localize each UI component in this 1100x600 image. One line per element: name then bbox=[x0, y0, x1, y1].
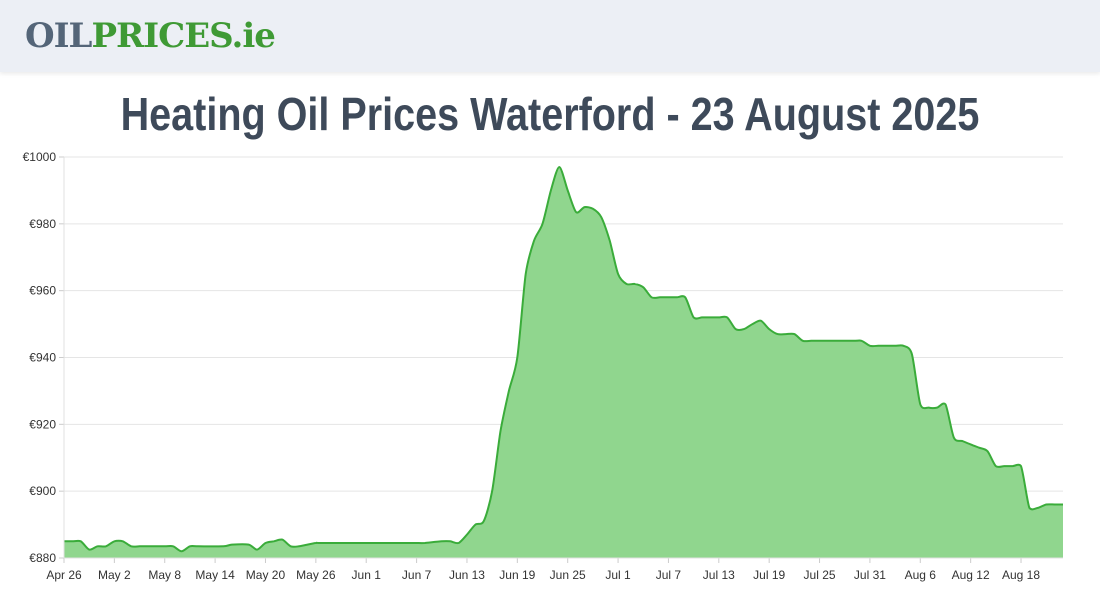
x-tick-label: Jun 25 bbox=[550, 568, 586, 582]
x-tick-label: Jul 7 bbox=[656, 568, 682, 582]
x-tick-label: Jul 25 bbox=[804, 568, 836, 582]
x-tick-label: Jul 19 bbox=[753, 568, 785, 582]
x-tick-label: Jul 31 bbox=[854, 568, 886, 582]
site-header: OILPRICES.ie bbox=[0, 0, 1100, 72]
logo-oil-text: OIL bbox=[25, 16, 92, 56]
x-tick-label: May 20 bbox=[246, 568, 286, 582]
x-tick-label: Jun 13 bbox=[449, 568, 485, 582]
x-tick-label: Jun 19 bbox=[499, 568, 535, 582]
x-tick-label: Aug 18 bbox=[1002, 568, 1040, 582]
x-tick-label: May 26 bbox=[296, 568, 336, 582]
price-area-fill bbox=[64, 167, 1063, 558]
x-tick-label: Aug 6 bbox=[905, 568, 937, 582]
y-tick-label: €960 bbox=[29, 284, 56, 298]
x-tick-label: May 2 bbox=[98, 568, 131, 582]
y-tick-label: €880 bbox=[29, 551, 56, 565]
x-tick-label: May 8 bbox=[148, 568, 181, 582]
page-title: Heating Oil Prices Waterford - 23 August… bbox=[120, 88, 980, 140]
chart-area bbox=[64, 166, 1063, 558]
x-tick-label: May 14 bbox=[195, 568, 235, 582]
y-tick-label: €920 bbox=[29, 417, 56, 431]
x-tick-label: Jun 1 bbox=[352, 568, 382, 582]
y-tick-label: €900 bbox=[29, 484, 56, 498]
chart-axes: €880 €900 €920 €940 €960 €980 €1000 Apr 26 May 2… bbox=[23, 150, 1063, 582]
x-tick-label: Jul 13 bbox=[703, 568, 735, 582]
x-tick-label: Aug 12 bbox=[952, 568, 990, 582]
x-tick-label: Apr 26 bbox=[46, 568, 82, 582]
x-tick-label: Jul 1 bbox=[605, 568, 631, 582]
logo-domain-text: .ie bbox=[231, 16, 275, 56]
logo-prices-text: PRICES bbox=[91, 16, 232, 56]
price-series-line bbox=[64, 166, 1063, 553]
y-tick-label: €980 bbox=[29, 217, 56, 231]
x-tick-label: Jun 7 bbox=[402, 568, 432, 582]
y-tick-label: €1000 bbox=[23, 150, 57, 164]
y-tick-label: €940 bbox=[29, 351, 56, 365]
site-logo[interactable]: OILPRICES.ie bbox=[25, 14, 276, 58]
